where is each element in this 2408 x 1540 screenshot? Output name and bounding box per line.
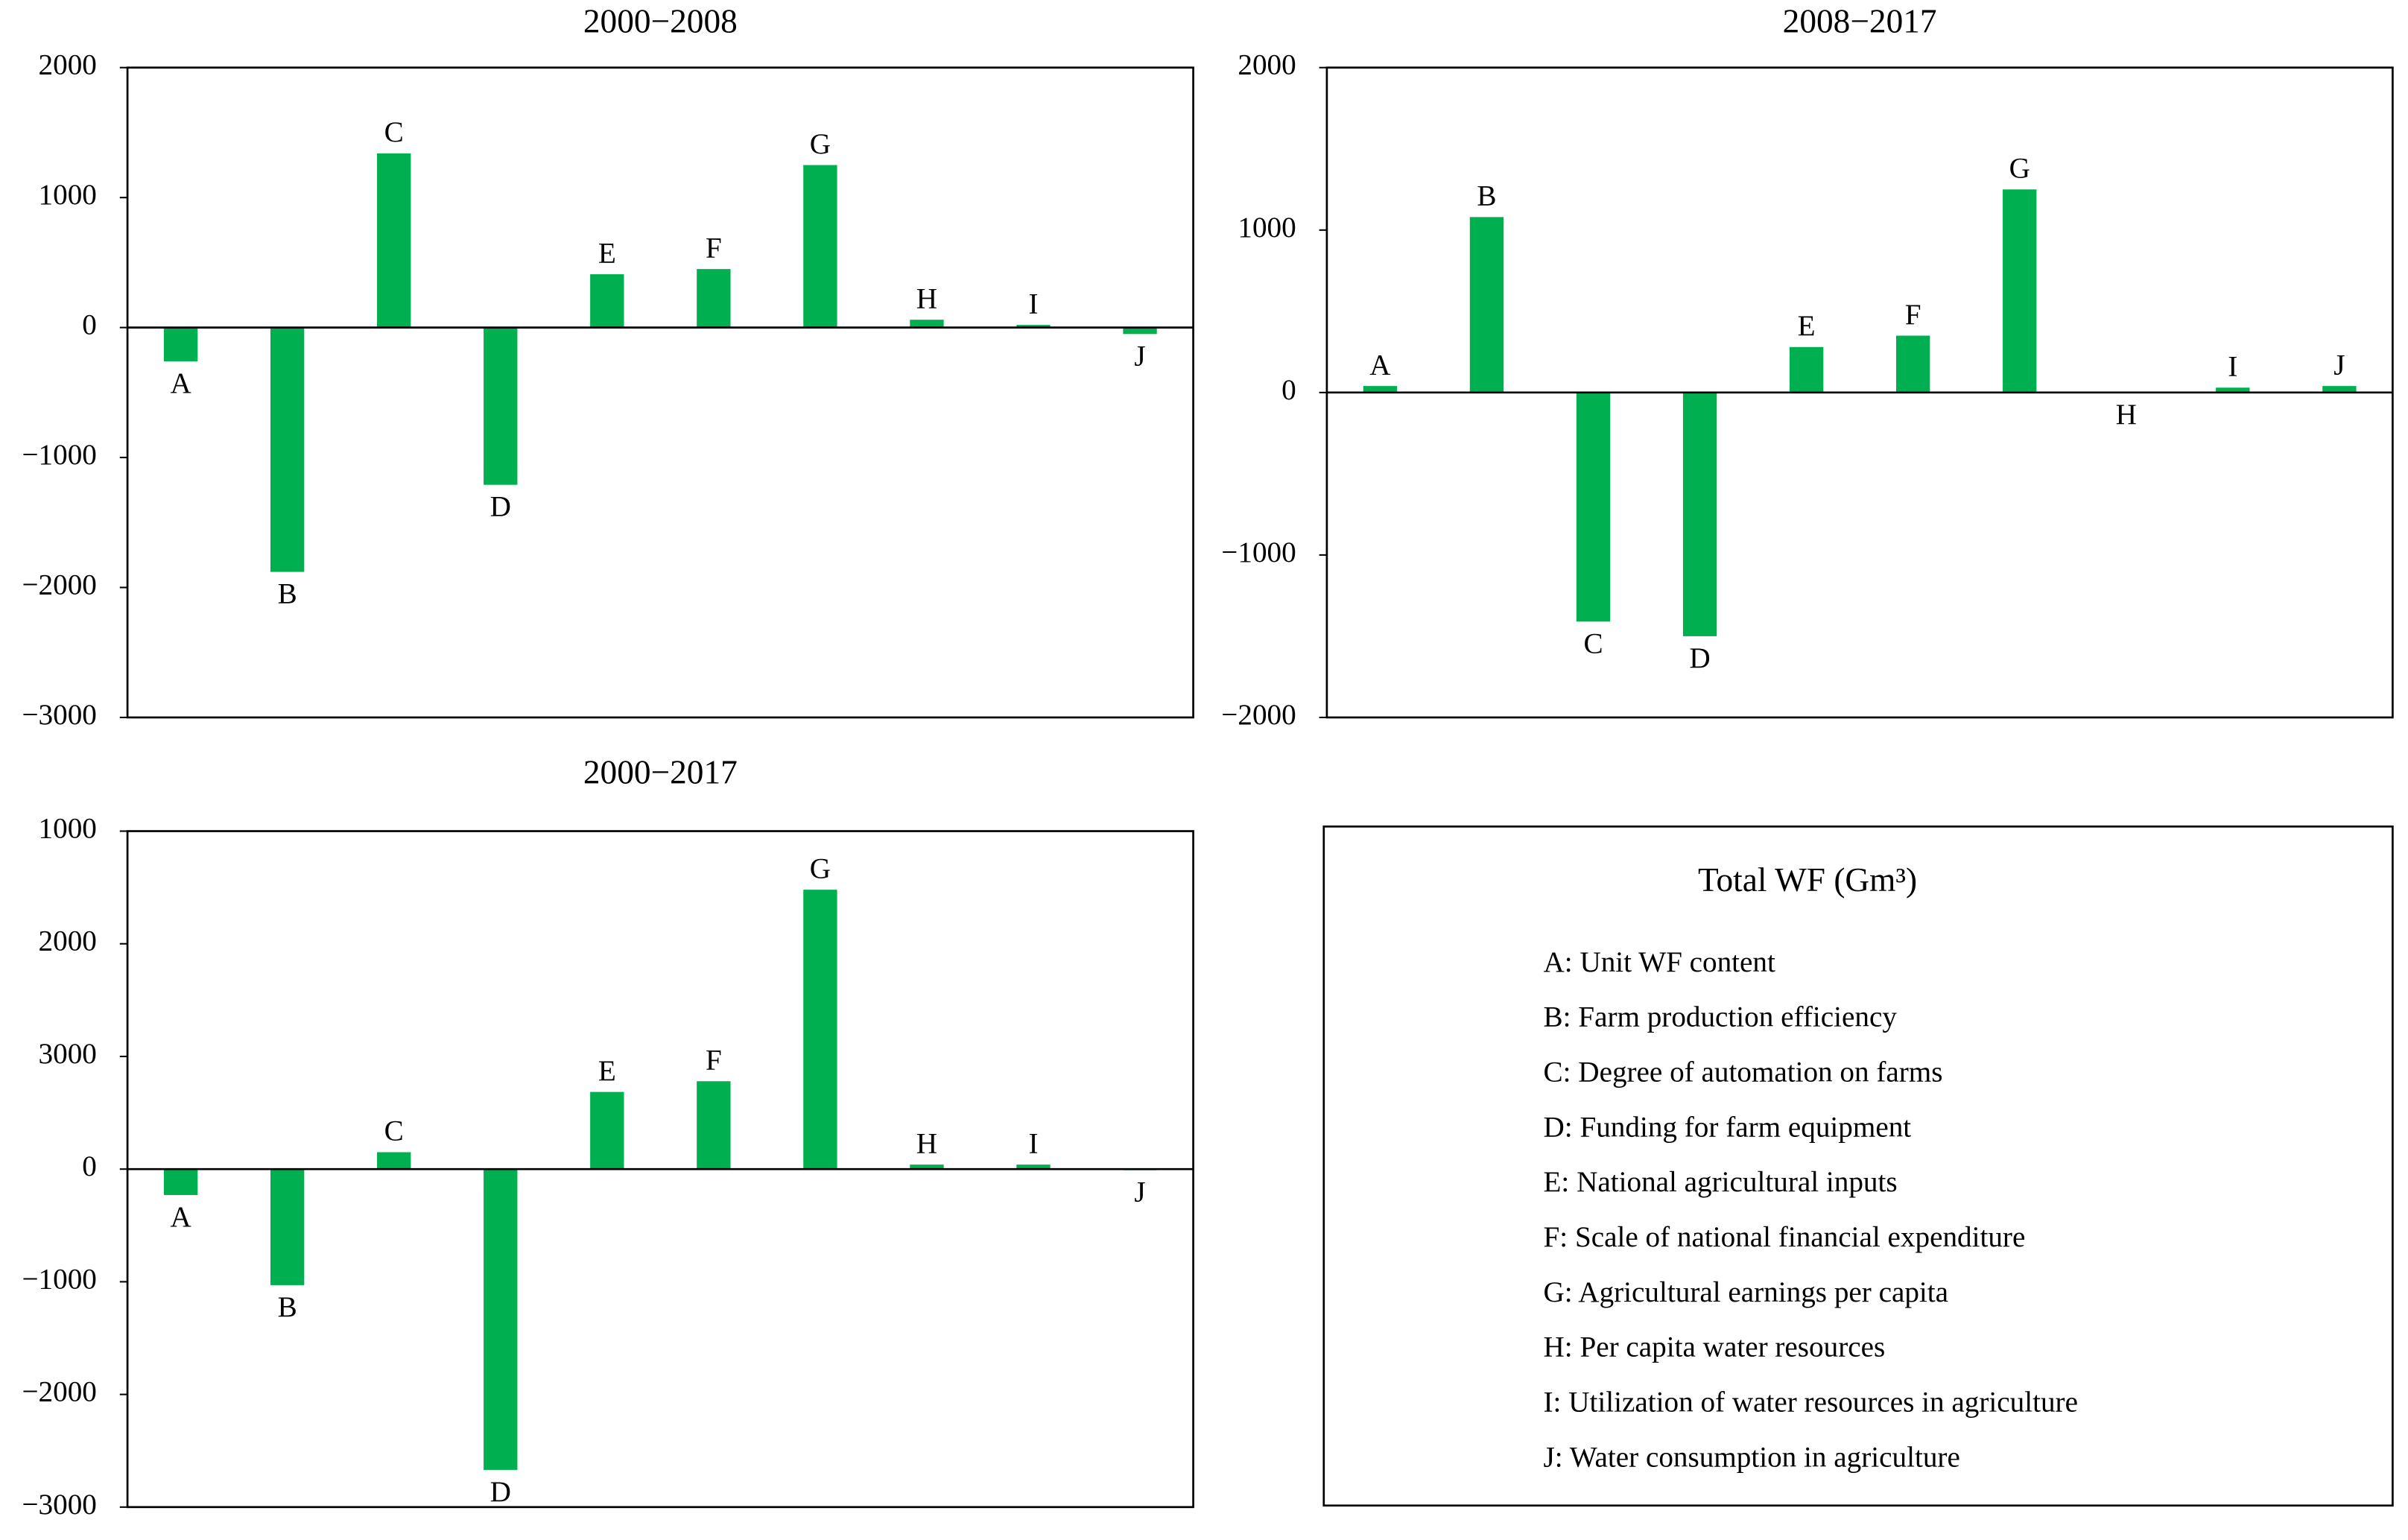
category-label: C	[1583, 627, 1603, 659]
category-label: H	[916, 1127, 937, 1159]
bar	[2003, 189, 2036, 393]
y-tick-label: 1000	[39, 813, 97, 845]
category-label: B	[278, 578, 297, 610]
category-label: E	[598, 1055, 616, 1087]
category-label: H	[916, 282, 937, 314]
bar	[164, 328, 197, 361]
category-label: D	[490, 491, 511, 523]
legend-title: Total WF (Gm³)	[1698, 861, 1917, 899]
category-label: C	[384, 116, 404, 148]
bar	[270, 1169, 304, 1285]
bar	[803, 165, 837, 328]
legend-item: I: Utilization of water resources in agr…	[1544, 1386, 2078, 1418]
bar	[803, 890, 837, 1169]
category-label: H	[2116, 399, 2137, 431]
category-label: A	[1369, 349, 1390, 381]
category-label: J	[1134, 1176, 1145, 1208]
category-label: D	[490, 1476, 511, 1508]
bar	[697, 269, 730, 328]
bar	[1790, 347, 1823, 393]
category-label: B	[1477, 180, 1496, 212]
chart-title: 2008−2017	[1783, 2, 1937, 39]
bar	[484, 1169, 517, 1470]
bar	[1683, 393, 1717, 636]
category-label: E	[1798, 310, 1816, 342]
y-tick-label: 2000	[39, 49, 97, 81]
y-tick-label: 2000	[1238, 49, 1296, 81]
y-tick-label: 1000	[39, 179, 97, 211]
y-tick-label: 3000	[39, 1038, 97, 1070]
bar	[484, 328, 517, 485]
legend-item: E: National agricultural inputs	[1544, 1166, 1898, 1198]
y-tick-label: −3000	[22, 699, 96, 731]
y-tick-label: −2000	[22, 568, 96, 601]
bar	[697, 1081, 730, 1169]
chart-title: 2000−2008	[583, 2, 738, 39]
y-tick-label: −1000	[22, 439, 96, 471]
bar	[377, 1153, 411, 1170]
category-label: I	[2228, 351, 2237, 383]
y-tick-label: −3000	[22, 1489, 96, 1521]
bar	[164, 1169, 197, 1195]
legend-item: J: Water consumption in agriculture	[1544, 1441, 1960, 1473]
legend-item: D: Funding for farm equipment	[1544, 1111, 1912, 1143]
category-label: F	[706, 1044, 722, 1076]
legend-item: A: Unit WF content	[1544, 946, 1775, 978]
y-tick-label: −2000	[22, 1376, 96, 1408]
y-tick-label: 2000	[39, 925, 97, 957]
category-label: A	[170, 367, 191, 399]
bar	[377, 153, 411, 328]
category-label: A	[170, 1201, 191, 1233]
y-tick-label: 0	[82, 309, 97, 341]
legend-item: B: Farm production efficiency	[1544, 1001, 1898, 1033]
legend-item: H: Per capita water resources	[1544, 1331, 1886, 1363]
chart-title: 2000−2017	[583, 754, 738, 791]
legend-item: F: Scale of national financial expenditu…	[1544, 1221, 2026, 1253]
category-label: C	[384, 1115, 404, 1147]
y-tick-label: −1000	[1221, 536, 1296, 568]
y-tick-label: −1000	[22, 1263, 96, 1295]
category-label: G	[810, 852, 831, 884]
bar	[590, 1092, 624, 1170]
y-tick-label: 0	[82, 1150, 97, 1182]
bar	[1896, 336, 1930, 393]
bar	[1577, 393, 1610, 621]
category-label: J	[1134, 340, 1145, 372]
bar	[910, 320, 943, 327]
bar	[590, 274, 624, 328]
y-tick-label: 0	[1281, 374, 1296, 406]
y-tick-label: −2000	[1221, 699, 1296, 731]
category-label: F	[1905, 299, 1921, 331]
category-label: D	[1689, 642, 1710, 674]
category-label: E	[598, 237, 616, 269]
bar	[270, 328, 304, 572]
category-label: B	[278, 1291, 297, 1323]
legend-item: C: Degree of automation on farms	[1544, 1056, 1943, 1089]
category-label: G	[2009, 153, 2030, 185]
y-tick-label: 1000	[1238, 212, 1296, 244]
bar	[1470, 217, 1504, 393]
category-label: J	[2333, 349, 2345, 381]
category-label: G	[810, 128, 831, 160]
category-label: I	[1028, 1127, 1038, 1159]
category-label: I	[1028, 288, 1038, 320]
category-label: F	[706, 232, 722, 264]
legend-item: G: Agricultural earnings per capita	[1544, 1276, 1949, 1308]
